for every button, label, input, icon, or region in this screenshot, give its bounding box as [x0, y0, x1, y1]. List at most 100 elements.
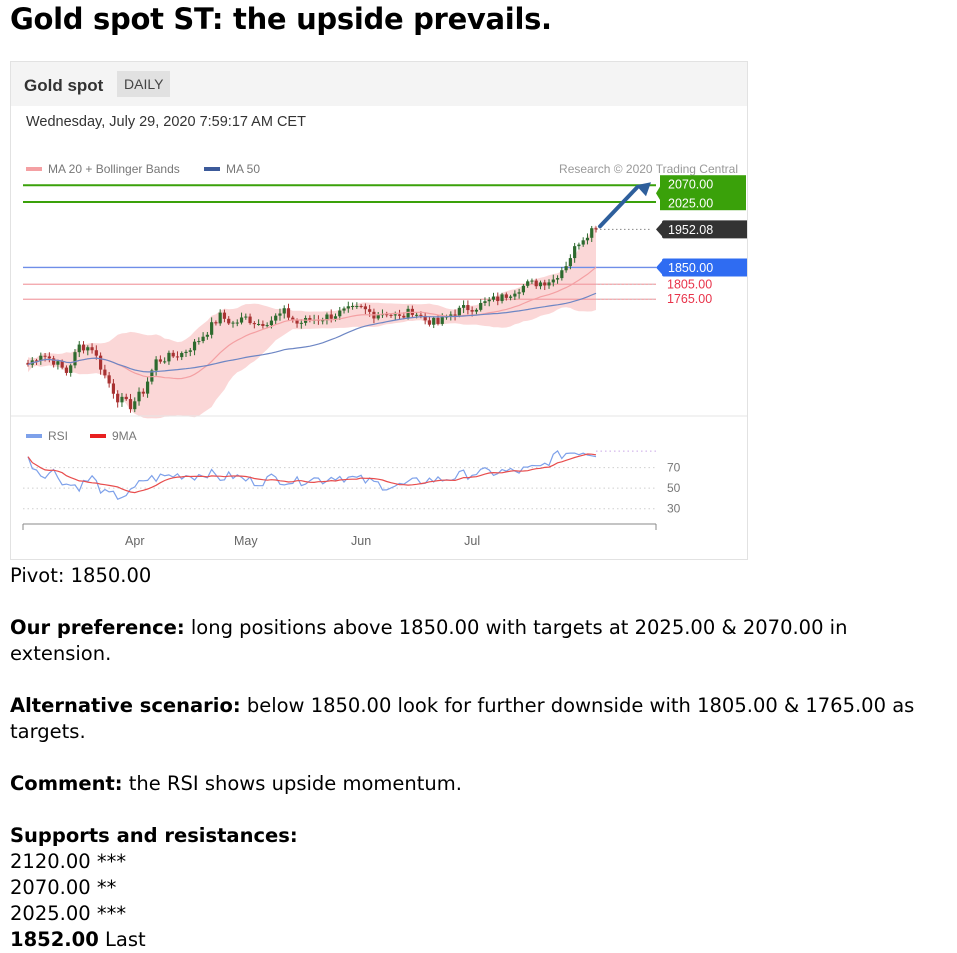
- candle-body: [39, 355, 43, 361]
- current-tag-pointer: [656, 220, 664, 239]
- candle-body: [402, 315, 406, 318]
- candle-body: [551, 279, 555, 283]
- candle-body: [261, 323, 265, 326]
- candle-body: [581, 240, 585, 245]
- candle-body: [530, 280, 534, 282]
- candle-body: [577, 244, 581, 247]
- alternative-paragraph: Alternative scenario: below 1850.00 look…: [10, 693, 950, 745]
- candle-body: [560, 270, 564, 279]
- rsi-panel: 70 50 30: [23, 449, 681, 516]
- candle-body: [517, 292, 521, 294]
- candle-body: [257, 323, 261, 325]
- candle-body: [150, 370, 154, 382]
- candle-body: [197, 341, 201, 343]
- level-label-1765.00: 1765.00: [667, 292, 712, 306]
- candle-body: [205, 334, 209, 337]
- preference-text: long positions above 1850.00 with target…: [10, 616, 848, 665]
- candle-body: [56, 361, 60, 365]
- candle-body: [43, 355, 47, 357]
- candle-body: [513, 293, 517, 297]
- page-title: Gold spot ST: the upside prevails.: [10, 2, 552, 36]
- level-item: 2025.00 ***: [10, 902, 127, 925]
- chart-header: Gold spot DAILY: [11, 62, 747, 106]
- candle-body: [99, 355, 103, 370]
- price-panel: 2070.00 2025.00 1952.08 1850.00 1805.001765.…: [23, 175, 747, 419]
- level-label-1850.00: 1850.00: [668, 261, 713, 275]
- candle-body: [291, 317, 295, 321]
- candle-body: [355, 305, 359, 307]
- candle-body: [64, 367, 69, 373]
- rsi-tick-label: 70: [667, 461, 681, 475]
- candle-body: [538, 282, 543, 287]
- candle-body: [171, 352, 175, 357]
- candle-body: [543, 282, 547, 286]
- candle-body: [103, 369, 107, 376]
- candle-body: [568, 258, 572, 267]
- legend-swatch-ma50: [204, 167, 220, 171]
- chart-plot: 2070.00 2025.00 1952.08 1850.00 1805.001765.…: [11, 175, 747, 548]
- candle-body: [385, 314, 389, 316]
- level-item: 2120.00 ***: [10, 850, 127, 873]
- candle-body: [462, 305, 466, 308]
- candle-body: [368, 309, 372, 312]
- candle-body: [521, 285, 525, 293]
- candle-body: [235, 322, 239, 324]
- candle-body: [227, 318, 231, 324]
- candle-body: [487, 299, 491, 302]
- candle-body: [111, 383, 116, 394]
- candle-body: [590, 228, 594, 238]
- candle-body: [278, 313, 282, 316]
- pivot-line: Pivot: 1850.00: [10, 564, 152, 587]
- candle-body: [321, 320, 325, 322]
- comment-text: the RSI shows upside momentum.: [122, 772, 462, 795]
- candle-body: [449, 314, 453, 317]
- candle-body: [389, 314, 393, 316]
- candle-body: [453, 314, 457, 316]
- alternative-text: below 1850.00 look for further downside …: [10, 694, 915, 743]
- legend-label-ma50: MA 50: [226, 162, 261, 176]
- candle-body: [470, 310, 474, 312]
- legend-ma20: MA 20 + Bollinger Bands: [26, 162, 180, 176]
- candle-body: [137, 391, 141, 402]
- candle-body: [585, 237, 590, 241]
- candle-body: [500, 294, 504, 302]
- candle-body: [573, 246, 577, 259]
- alternative-label: Alternative scenario:: [10, 694, 241, 717]
- candle-body: [338, 310, 342, 317]
- rsi-tick-label: 30: [667, 502, 681, 516]
- candle-body: [295, 320, 299, 324]
- rsi-tick-label: 50: [667, 481, 681, 495]
- candle-body: [547, 282, 551, 286]
- candle-body: [26, 362, 30, 365]
- target-tag-pointer: [656, 183, 662, 204]
- candle-body: [116, 393, 120, 403]
- comment-label: Comment:: [10, 772, 123, 795]
- candle-body: [363, 306, 367, 310]
- candle-body: [286, 308, 291, 318]
- candle-body: [466, 305, 470, 311]
- candle-body: [34, 360, 39, 362]
- last-level: 1852.00 Last: [10, 927, 950, 953]
- level-label-2070.00: 2070.00: [668, 178, 713, 192]
- candle-body: [201, 336, 205, 342]
- candle-body: [350, 306, 355, 308]
- analysis-text: Pivot: 1850.00 Our preference: long posi…: [10, 563, 950, 953]
- legend-label-ma20: MA 20 + Bollinger Bands: [48, 162, 180, 176]
- candle-body: [376, 315, 380, 319]
- candle-body: [265, 325, 269, 327]
- candle-body: [397, 314, 402, 316]
- candle-body: [69, 365, 73, 373]
- preference-paragraph: Our preference: long positions above 185…: [10, 615, 950, 667]
- candle-body: [180, 353, 184, 358]
- candle-body: [86, 347, 90, 351]
- candle-body: [534, 280, 538, 287]
- rsi-line: [27, 449, 597, 500]
- candle-body: [423, 315, 427, 321]
- legend-swatch-9ma: [90, 434, 106, 438]
- pivot-tag-background: [662, 258, 747, 277]
- forecast-arrow-head: [636, 182, 651, 197]
- candle-body: [440, 317, 444, 324]
- x-tick-label-jun: Jun: [351, 534, 371, 548]
- target-tag-background: [660, 175, 746, 211]
- candle-body: [145, 381, 150, 394]
